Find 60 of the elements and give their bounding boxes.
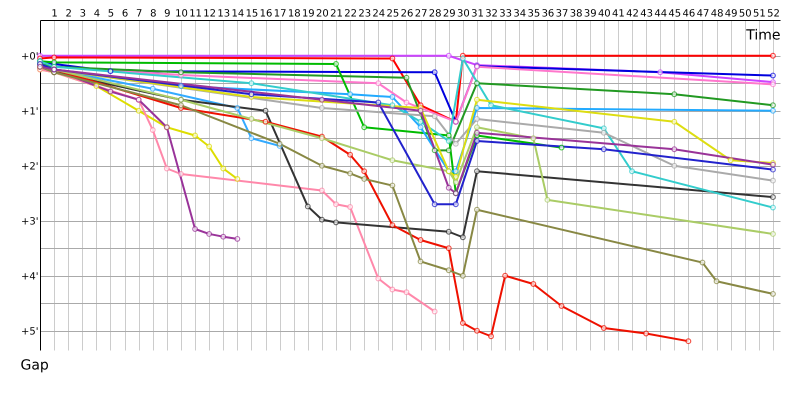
x-tick-label: 35: [527, 8, 540, 20]
x-tick-label: 20: [316, 8, 329, 20]
x-tick-label: 36: [542, 8, 554, 20]
x-tick-label: 38: [570, 8, 582, 20]
y-tick-label: +2': [21, 161, 38, 172]
x-tick-label: 19: [302, 8, 315, 20]
x-tick-label: 30: [456, 8, 470, 20]
x-tick-label: 14: [231, 8, 244, 20]
x-tick-label: 11: [189, 8, 202, 20]
x-tick-label: 29: [442, 8, 456, 20]
x-tick-label: 12: [203, 8, 216, 20]
x-tick-label: 10: [175, 8, 188, 20]
x-tick-label: 3: [80, 8, 86, 20]
y-tick-label: +5': [21, 326, 38, 338]
x-tick-label: 39: [584, 8, 597, 20]
x-axis-title: Time: [745, 28, 780, 44]
x-tick-label: 23: [358, 8, 372, 20]
x-tick-label: 45: [668, 8, 682, 20]
y-tick-label: +4': [21, 271, 38, 282]
x-tick-label: 1: [51, 8, 58, 20]
y-axis-title: Gap: [20, 358, 49, 374]
x-tick-label: 7: [136, 8, 142, 20]
x-tick-label: 28: [428, 8, 442, 20]
x-tick-label: 40: [598, 8, 611, 20]
x-tick-label: 47: [696, 8, 710, 20]
x-tick-label: 4: [94, 8, 100, 20]
x-tick-label: 51: [752, 8, 766, 20]
x-tick-label: 33: [499, 8, 512, 20]
x-tick-label: 26: [400, 8, 414, 20]
x-tick-label: 2: [66, 8, 72, 20]
x-tick-label: 50: [738, 8, 752, 20]
x-tick-label: 52: [767, 8, 780, 20]
y-tick-label: +0': [21, 51, 38, 62]
x-tick-label: 15: [246, 8, 258, 20]
x-tick-label: 44: [654, 8, 668, 20]
x-tick-label: 6: [122, 8, 128, 20]
x-tick-label: 32: [485, 8, 498, 20]
x-tick-label: 43: [640, 8, 653, 20]
x-tick-label: 5: [108, 8, 114, 20]
x-tick-label: 37: [556, 8, 568, 20]
x-tick-label: 24: [372, 8, 386, 20]
x-tick-label: 13: [217, 8, 230, 20]
x-tick-label: 48: [710, 8, 724, 20]
y-tick-label: +3': [21, 216, 38, 228]
x-tick-label: 21: [330, 8, 343, 20]
x-tick-label: 46: [682, 8, 696, 20]
x-tick-label: 22: [344, 8, 357, 20]
x-tick-label: 31: [471, 8, 484, 20]
x-tick-label: 42: [626, 8, 639, 20]
y-tick-label: +1': [21, 106, 38, 118]
x-tick-label: 18: [288, 8, 301, 20]
x-tick-label: 9: [164, 8, 171, 20]
x-tick-label: 16: [260, 8, 272, 20]
x-tick-label: 41: [612, 8, 625, 20]
x-tick-label: 49: [724, 8, 738, 20]
x-tick-label: 8: [150, 8, 156, 20]
x-tick-label: 25: [386, 8, 400, 20]
x-tick-label: 27: [414, 8, 428, 20]
x-tick-label: 17: [274, 8, 286, 20]
x-tick-label: 34: [513, 8, 526, 20]
